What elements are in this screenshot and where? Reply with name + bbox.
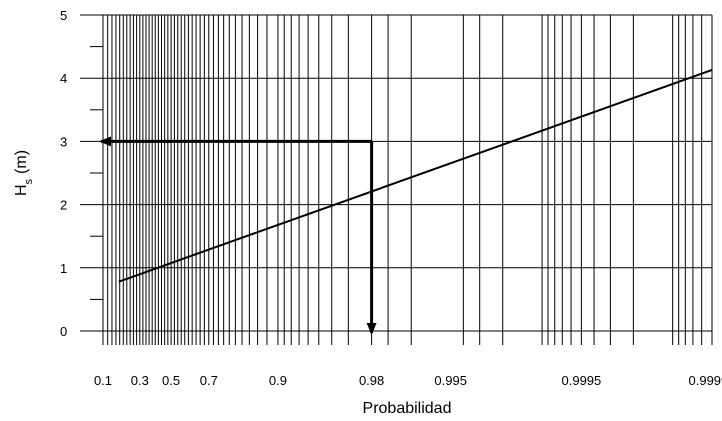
y-axis-title-sub: s <box>23 178 35 184</box>
y-tick-label: 2 <box>60 198 67 213</box>
y-axis-title: Hs (m) <box>13 150 35 196</box>
x-tick-labels: 0.1 0.3 0.5 0.7 0.9 0.98 0.995 0.9995 0.… <box>94 373 722 388</box>
x-tick-label: 0.9995 <box>562 373 602 388</box>
x-tick-label: 0.7 <box>200 373 218 388</box>
y-tick-labels: 0 1 2 3 4 5 <box>60 8 67 339</box>
series-line <box>118 69 713 283</box>
x-tick-label: 0.98 <box>359 373 384 388</box>
x-tick-label: 0.5 <box>162 373 180 388</box>
y-tick-label: 3 <box>60 134 67 149</box>
y-tick-label: 1 <box>60 261 67 276</box>
y-tick-label: 4 <box>60 71 67 86</box>
y-tick-marks <box>90 46 103 300</box>
y-axis-title-unit: (m) <box>13 150 30 174</box>
y-axis-title-main: H <box>13 184 30 196</box>
y-tick-label: 0 <box>60 324 67 339</box>
reading-arrows <box>99 136 377 335</box>
series-layer <box>118 69 713 283</box>
x-tick-label: 0.3 <box>131 373 149 388</box>
x-tick-label: 0.99995 <box>689 373 722 388</box>
x-tick-label: 0.995 <box>434 373 467 388</box>
x-tick-label: 0.9 <box>269 373 287 388</box>
y-tick-label: 5 <box>60 8 67 23</box>
x-tick-label: 0.1 <box>94 373 112 388</box>
grid-lines <box>80 14 713 345</box>
x-axis-title: Probabilidad <box>363 400 452 417</box>
